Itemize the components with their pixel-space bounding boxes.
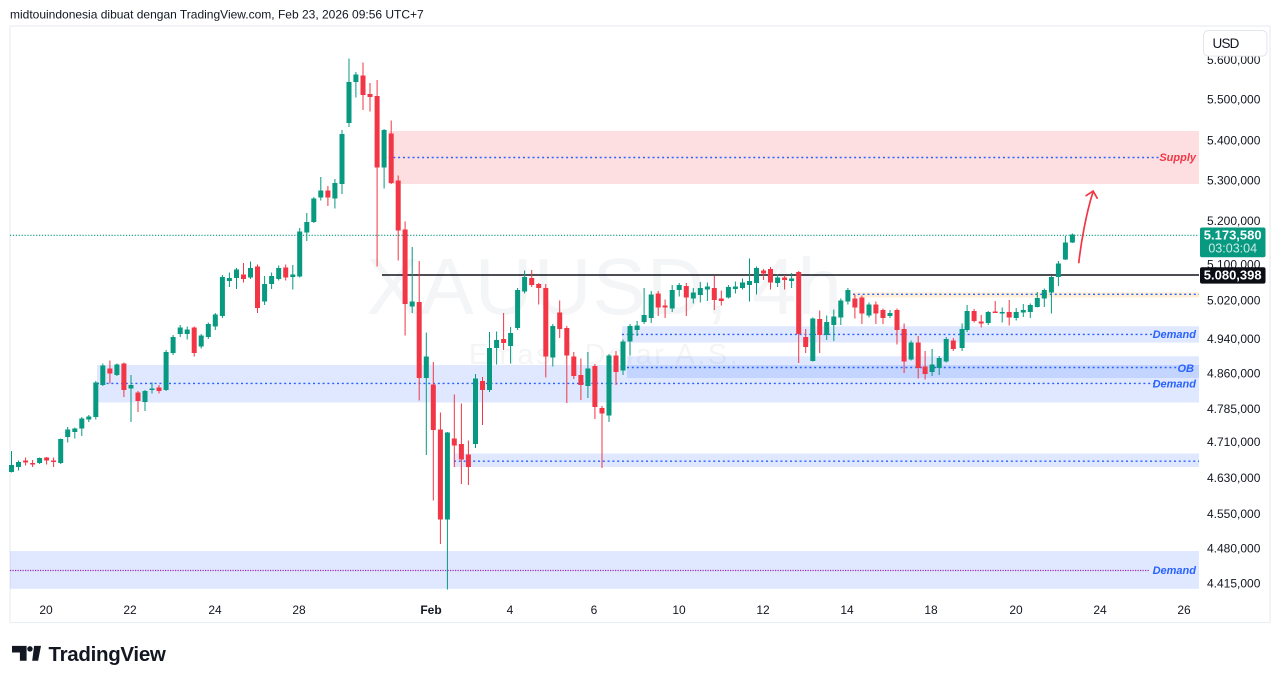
svg-text:10: 10: [672, 603, 686, 617]
svg-text:5.600,000: 5.600,000: [1207, 53, 1261, 67]
svg-text:5.200,000: 5.200,000: [1207, 214, 1261, 228]
svg-text:USD: USD: [1213, 36, 1240, 51]
svg-text:24: 24: [1093, 603, 1107, 617]
svg-text:22: 22: [123, 603, 137, 617]
svg-text:5.300,000: 5.300,000: [1207, 174, 1261, 188]
svg-text:6: 6: [591, 603, 598, 617]
svg-text:OB: OB: [1178, 363, 1195, 375]
svg-text:midtouindonesia dibuat dengan: midtouindonesia dibuat dengan TradingVie…: [10, 8, 424, 22]
svg-text:4.940,000: 4.940,000: [1207, 332, 1261, 346]
svg-text:28: 28: [292, 603, 306, 617]
svg-text:20: 20: [39, 603, 53, 617]
svg-text:4.630,000: 4.630,000: [1207, 471, 1261, 485]
svg-text:18: 18: [924, 603, 938, 617]
svg-text:20: 20: [1009, 603, 1023, 617]
svg-text:24: 24: [208, 603, 222, 617]
svg-text:4.550,000: 4.550,000: [1207, 507, 1261, 521]
svg-text:14: 14: [840, 603, 854, 617]
svg-text:Demand: Demand: [1153, 378, 1197, 390]
svg-text:4: 4: [507, 603, 514, 617]
svg-text:TradingView: TradingView: [49, 643, 166, 666]
svg-text:Demand: Demand: [1153, 329, 1197, 341]
svg-text:Feb: Feb: [420, 603, 441, 617]
svg-text:5.173,580: 5.173,580: [1204, 227, 1262, 242]
svg-text:5.400,000: 5.400,000: [1207, 134, 1261, 148]
svg-text:5.500,000: 5.500,000: [1207, 93, 1261, 107]
svg-text:4.785,000: 4.785,000: [1207, 402, 1261, 416]
svg-text:4.415,000: 4.415,000: [1207, 577, 1261, 591]
svg-text:Emas / Dolar A.S.: Emas / Dolar A.S.: [469, 339, 740, 371]
svg-text:5.080,398: 5.080,398: [1204, 268, 1262, 283]
svg-text:26: 26: [1177, 603, 1191, 617]
svg-text:12: 12: [756, 603, 770, 617]
svg-text:Demand: Demand: [1153, 565, 1197, 577]
svg-text:4.710,000: 4.710,000: [1207, 435, 1261, 449]
svg-text:5.020,000: 5.020,000: [1207, 294, 1261, 308]
svg-text:03:03:04: 03:03:04: [1208, 241, 1257, 255]
svg-text:XAUUSD, 4h: XAUUSD, 4h: [366, 242, 843, 331]
svg-text:4.860,000: 4.860,000: [1207, 367, 1261, 381]
svg-text:4.480,000: 4.480,000: [1207, 542, 1261, 556]
svg-text:Supply: Supply: [1159, 152, 1197, 164]
